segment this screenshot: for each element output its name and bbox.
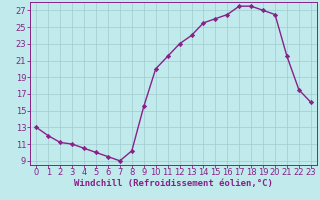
X-axis label: Windchill (Refroidissement éolien,°C): Windchill (Refroidissement éolien,°C) bbox=[74, 179, 273, 188]
